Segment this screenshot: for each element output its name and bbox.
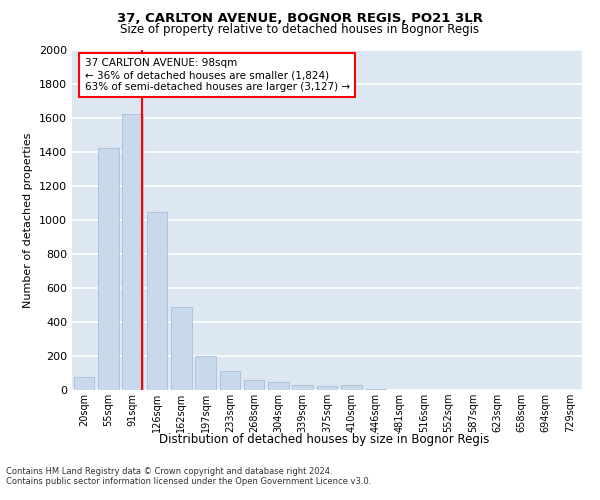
Bar xyxy=(122,114,143,390)
Bar xyxy=(317,386,337,390)
Bar xyxy=(244,380,265,390)
Bar xyxy=(195,356,216,390)
Text: 37 CARLTON AVENUE: 98sqm
← 36% of detached houses are smaller (1,824)
63% of sem: 37 CARLTON AVENUE: 98sqm ← 36% of detach… xyxy=(85,58,350,92)
Bar xyxy=(268,382,289,390)
Text: Size of property relative to detached houses in Bognor Regis: Size of property relative to detached ho… xyxy=(121,22,479,36)
Bar xyxy=(171,306,191,390)
Bar xyxy=(365,389,386,390)
Bar xyxy=(98,148,119,390)
Bar xyxy=(74,377,94,390)
Text: Distribution of detached houses by size in Bognor Regis: Distribution of detached houses by size … xyxy=(159,432,489,446)
Bar xyxy=(220,372,240,390)
Bar xyxy=(292,385,313,390)
Text: Contains public sector information licensed under the Open Government Licence v3: Contains public sector information licen… xyxy=(6,478,371,486)
Bar xyxy=(341,385,362,390)
Bar xyxy=(146,212,167,390)
Text: 37, CARLTON AVENUE, BOGNOR REGIS, PO21 3LR: 37, CARLTON AVENUE, BOGNOR REGIS, PO21 3… xyxy=(117,12,483,26)
Text: Contains HM Land Registry data © Crown copyright and database right 2024.: Contains HM Land Registry data © Crown c… xyxy=(6,468,332,476)
Y-axis label: Number of detached properties: Number of detached properties xyxy=(23,132,34,308)
